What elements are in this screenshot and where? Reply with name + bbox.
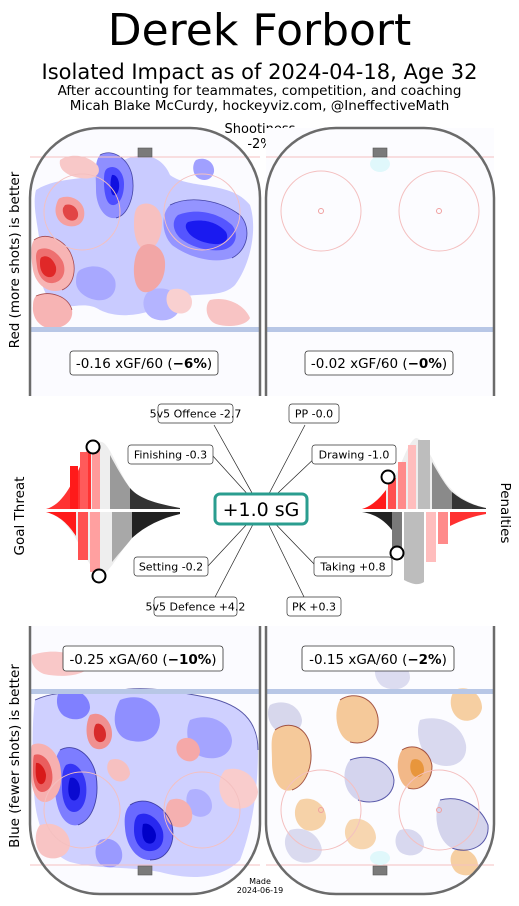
page-title: Derek Forbort (107, 5, 412, 56)
svg-text:-0.15 xGA/60 (−2%): -0.15 xGA/60 (−2%) (309, 652, 447, 668)
component-finishing: Finishing -0.3 (127, 444, 214, 465)
component-5v5-defence: 5v5 Defence +4.2 (146, 596, 246, 617)
total-sg-badge: +1.0 sG (213, 492, 309, 526)
component-taking: Taking +0.8 (313, 556, 393, 577)
component-drawing: Drawing -1.0 (311, 444, 397, 465)
svg-text:Finishing -0.3: Finishing -0.3 (134, 449, 207, 462)
author-credit: Micah Blake McCurdy, hockeyviz.com, @Ine… (69, 98, 450, 114)
component-pk: PK +0.3 (286, 596, 342, 617)
svg-text:Setting -0.2: Setting -0.2 (139, 561, 203, 574)
xgf-pp-label: -0.02 xGF/60 (−0%) (304, 350, 454, 376)
svg-text:Taking +0.8: Taking +0.8 (319, 561, 385, 574)
goal-threat-distributions (46, 441, 180, 574)
made-label: Made (249, 877, 271, 886)
made-stamp: Made 2024-06-19 (232, 877, 288, 895)
finishing-marker (85, 439, 101, 455)
percentile-markers (85, 439, 405, 584)
xga-pk-label: -0.15 xGA/60 (−2%) (301, 645, 455, 672)
svg-text:PK +0.3: PK +0.3 (292, 601, 336, 614)
penalties-distributions (362, 438, 486, 585)
svg-text:-0.02 xGF/60 (−0%): -0.02 xGF/60 (−0%) (311, 356, 447, 372)
svg-text:Drawing -1.0: Drawing -1.0 (319, 449, 390, 462)
heat-hot-regions (31, 155, 250, 329)
taking-marker (389, 545, 405, 561)
svg-text:5v5 Offence -2.7: 5v5 Offence -2.7 (150, 408, 242, 421)
xga-5v5-label: -0.25 xGA/60 (−10%) (62, 645, 224, 672)
component-pp: PP -0.0 (288, 403, 340, 424)
made-date: 2024-06-19 (236, 886, 284, 895)
page-subtitle: Isolated Impact as of 2024-04-18, Age 32 (41, 60, 478, 84)
setting-marker (91, 568, 107, 584)
component-5v5-offence: 5v5 Offence -2.7 (150, 403, 242, 424)
svg-text:5v5 Defence +4.2: 5v5 Defence +4.2 (146, 601, 246, 614)
methodology-note: After accounting for teammates, competit… (57, 83, 462, 99)
xgf-5v5-label: -0.16 xGF/60 (−6%) (69, 350, 219, 376)
component-setting: Setting -0.2 (133, 556, 209, 577)
rink-5v5-defence (28, 626, 262, 896)
heat-pk-regions (271, 688, 482, 876)
svg-text:+1.0 sG: +1.0 sG (223, 499, 300, 521)
svg-text:-0.16 xGF/60 (−6%): -0.16 xGF/60 (−6%) (76, 356, 212, 372)
drawing-marker (380, 469, 396, 485)
rink-5v5-offence (28, 126, 262, 396)
svg-text:-0.25 xGA/60 (−10%): -0.25 xGA/60 (−10%) (69, 652, 216, 668)
svg-text:PP -0.0: PP -0.0 (295, 408, 333, 421)
